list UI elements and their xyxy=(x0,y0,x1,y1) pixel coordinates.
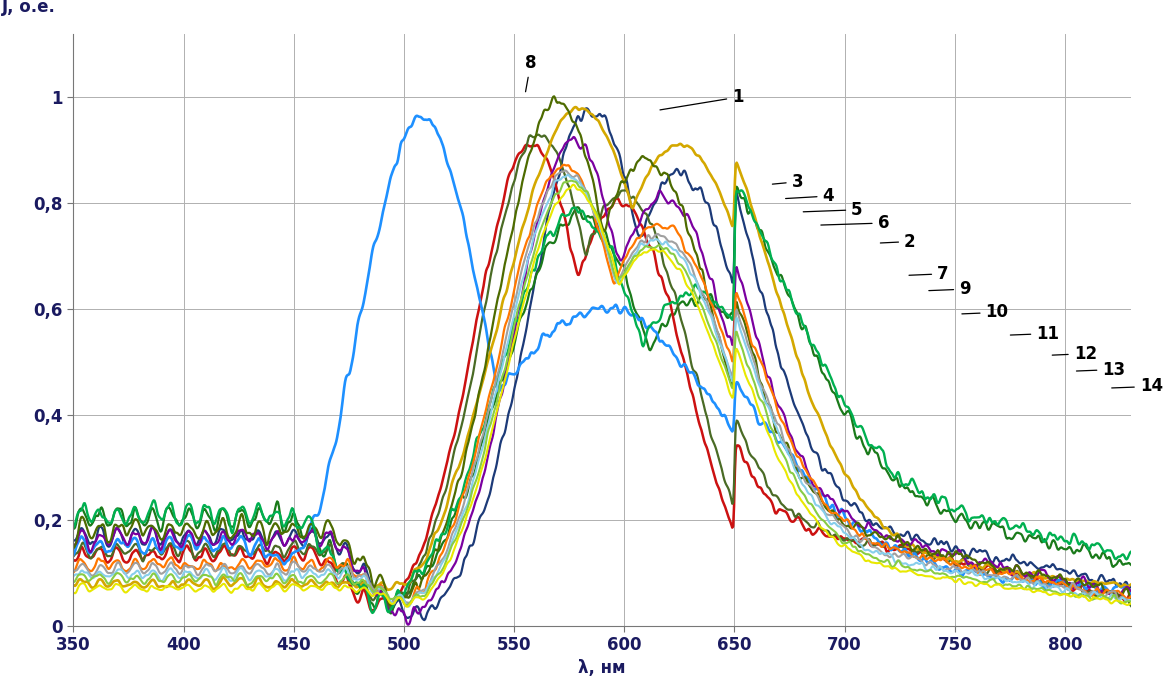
Text: 10: 10 xyxy=(962,303,1009,321)
Text: 4: 4 xyxy=(785,187,834,205)
Text: 13: 13 xyxy=(1076,360,1126,379)
Text: 5: 5 xyxy=(804,201,862,219)
Text: 3: 3 xyxy=(772,173,804,190)
Text: 14: 14 xyxy=(1112,377,1163,395)
Text: 2: 2 xyxy=(880,232,916,251)
Text: 7: 7 xyxy=(909,265,949,283)
Text: 12: 12 xyxy=(1052,345,1096,362)
Text: 11: 11 xyxy=(1011,325,1059,342)
Text: 9: 9 xyxy=(929,280,971,298)
Text: 1: 1 xyxy=(660,88,744,110)
Text: 6: 6 xyxy=(821,214,889,232)
Y-axis label: J, о.е.: J, о.е. xyxy=(2,0,56,16)
X-axis label: λ, нм: λ, нм xyxy=(578,659,626,677)
Text: 8: 8 xyxy=(525,53,537,92)
